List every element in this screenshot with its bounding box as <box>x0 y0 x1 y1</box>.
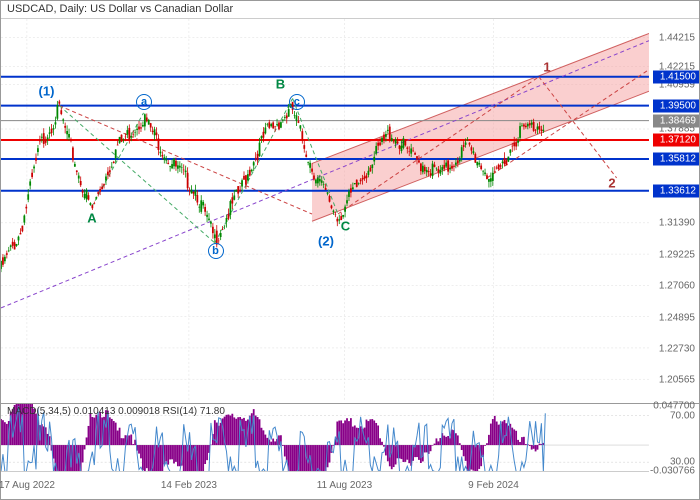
chart-title: USDCAD, Daily: US Dollar vs Canadian Dol… <box>1 1 699 19</box>
y-tick-label: 1.27060 <box>659 281 695 292</box>
elliott-wave-label: b <box>208 243 224 259</box>
elliott-wave-label: A <box>87 210 96 225</box>
x-tick-label: 9 Feb 2024 <box>468 480 519 491</box>
price-level-label: 1.37120 <box>653 134 699 147</box>
time-axis: 17 Aug 2022 14 Feb 2023 11 Aug 2023 9 Feb 2… <box>1 471 649 499</box>
y-tick-label: 1.22730 <box>659 343 695 354</box>
indicator-panel[interactable]: MACD(5,34,5) 0.010413 0.009018 RSI(14) 7… <box>1 403 649 473</box>
elliott-wave-label: C <box>341 219 350 234</box>
main-price-chart[interactable]: (1) Aa b Bc C (2) 1 2 <box>1 19 649 403</box>
elliott-wave-label: (1) <box>39 84 55 99</box>
elliott-wave-label: B <box>276 77 285 92</box>
elliott-wave-label: a <box>136 94 152 110</box>
x-tick-label: 14 Feb 2023 <box>161 480 217 491</box>
indicator-axis: -0.0307660.04770030.0070.00 <box>649 403 699 473</box>
chart-container: USDCAD, Daily: US Dollar vs Canadian Dol… <box>0 0 700 500</box>
price-level-label: 1.35812 <box>653 153 699 166</box>
price-level-label: 1.41500 <box>653 70 699 83</box>
indicator-rsi-tick: 30.00 <box>670 457 695 468</box>
indicator-title: MACD(5,34,5) 0.010413 0.009018 RSI(14) 7… <box>7 406 225 417</box>
price-level-label: 1.39500 <box>653 99 699 112</box>
x-tick-label: 11 Aug 2023 <box>317 480 372 491</box>
price-level-label: 1.38469 <box>653 114 699 127</box>
price-axis: 1.20565 1.22730 1.24895 1.27060 1.29225 1.313… <box>649 19 699 403</box>
y-tick-label: 1.29225 <box>659 249 695 260</box>
price-level-label: 1.33612 <box>653 185 699 198</box>
elliott-wave-label: c <box>289 94 305 110</box>
elliott-wave-label: (2) <box>318 233 334 248</box>
y-tick-label: 1.24895 <box>659 312 695 323</box>
y-tick-label: 1.20565 <box>659 375 695 386</box>
elliott-wave-label: 1 <box>543 59 550 74</box>
y-tick-label: 1.44215 <box>659 32 695 43</box>
elliott-wave-label: 2 <box>608 175 615 190</box>
x-tick-label: 17 Aug 2022 <box>0 480 55 491</box>
indicator-rsi-tick: 70.00 <box>670 410 695 421</box>
y-tick-label: 1.31390 <box>659 218 695 229</box>
